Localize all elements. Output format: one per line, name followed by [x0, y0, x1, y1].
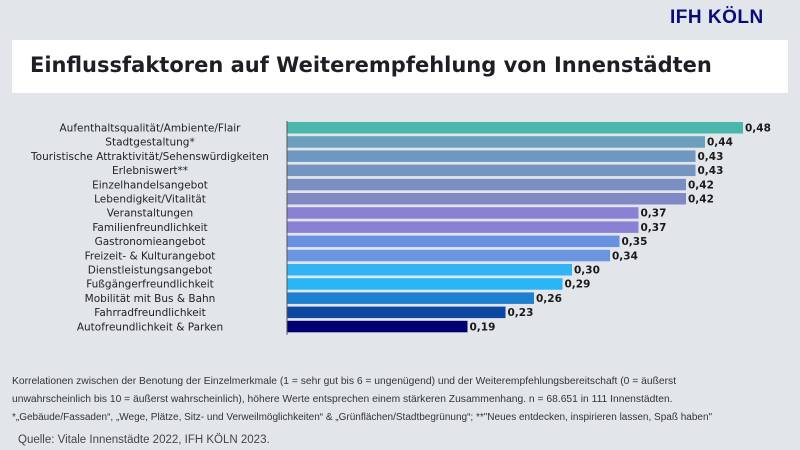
- source-note: Quelle: Vitale Innenstädte 2022, IFH KÖL…: [18, 434, 270, 446]
- category-label: Veranstaltungen: [107, 208, 193, 220]
- category-label: Gastronomieangebot: [95, 236, 206, 248]
- bar: [287, 292, 534, 304]
- category-label: Erlebniswert**: [112, 165, 188, 177]
- value-label: 0,44: [707, 137, 733, 149]
- ifh-koeln-logo: IFH KÖLN: [670, 7, 764, 28]
- bar: [287, 178, 686, 191]
- value-label: 0,34: [612, 250, 638, 262]
- category-label: Fahrradfreundlichkeit: [94, 307, 205, 319]
- value-label: 0,42: [688, 194, 714, 206]
- category-label: Mobilität mit Bus & Bahn: [85, 293, 216, 305]
- bar: [287, 164, 696, 177]
- value-label: 0,48: [745, 123, 771, 135]
- title-box: Einflussfaktoren auf Weiterempfehlung vo…: [12, 40, 788, 93]
- footnote-line-2: unwahrscheinlich bis 10 = äußerst wahrsc…: [12, 394, 673, 405]
- bar: [287, 306, 506, 319]
- bar: [287, 193, 686, 205]
- value-label: 0,29: [565, 279, 591, 291]
- bar: [287, 150, 696, 162]
- bar: [287, 136, 705, 148]
- bar: [287, 320, 468, 333]
- category-label: Fußgängerfreundlichkeit: [86, 279, 214, 291]
- bar: [287, 207, 639, 219]
- category-label: Stadtgestaltung*: [105, 137, 194, 149]
- bar: [287, 122, 743, 134]
- bar: [287, 264, 572, 276]
- value-label: 0,23: [508, 307, 534, 319]
- category-label: Aufenthaltsqualität/Ambiente/Flair: [59, 123, 241, 135]
- value-label: 0,35: [622, 236, 648, 248]
- footnote-line-1: Korrelationen zwischen der Benotung der …: [12, 376, 677, 387]
- bar: [287, 249, 610, 262]
- value-label: 0,26: [536, 293, 562, 305]
- value-label: 0,37: [641, 222, 667, 234]
- category-label: Lebendigkeit/Vitalität: [94, 194, 206, 206]
- value-label: 0,30: [574, 265, 600, 277]
- bar: [287, 221, 639, 233]
- category-label: Touristische Attraktivität/Sehenswürdigk…: [30, 151, 269, 163]
- category-label: Familienfreundlichkeit: [92, 222, 207, 234]
- category-label: Freizeit- & Kulturangebot: [85, 250, 216, 262]
- value-label: 0,37: [641, 208, 667, 220]
- bar-chart: Aufenthaltsqualität/Ambiente/Flair 0,48 St…: [30, 121, 771, 335]
- chart-title: Einflussfaktoren auf Weiterempfehlung vo…: [30, 53, 712, 77]
- category-label: Einzelhandelsangebot: [92, 179, 208, 191]
- value-label: 0,42: [688, 179, 714, 191]
- category-label: Dienstleistungsangebot: [88, 265, 212, 277]
- bar: [287, 278, 563, 290]
- value-label: 0,19: [470, 321, 496, 333]
- value-label: 0,43: [698, 151, 724, 163]
- value-label: 0,43: [698, 165, 724, 177]
- category-label: Autofreundlichkeit & Parken: [77, 321, 223, 333]
- bar: [287, 235, 620, 248]
- footnote-line-3: *„Gebäude/Fassaden“, „Wege, Plätze, Sitz…: [12, 412, 713, 423]
